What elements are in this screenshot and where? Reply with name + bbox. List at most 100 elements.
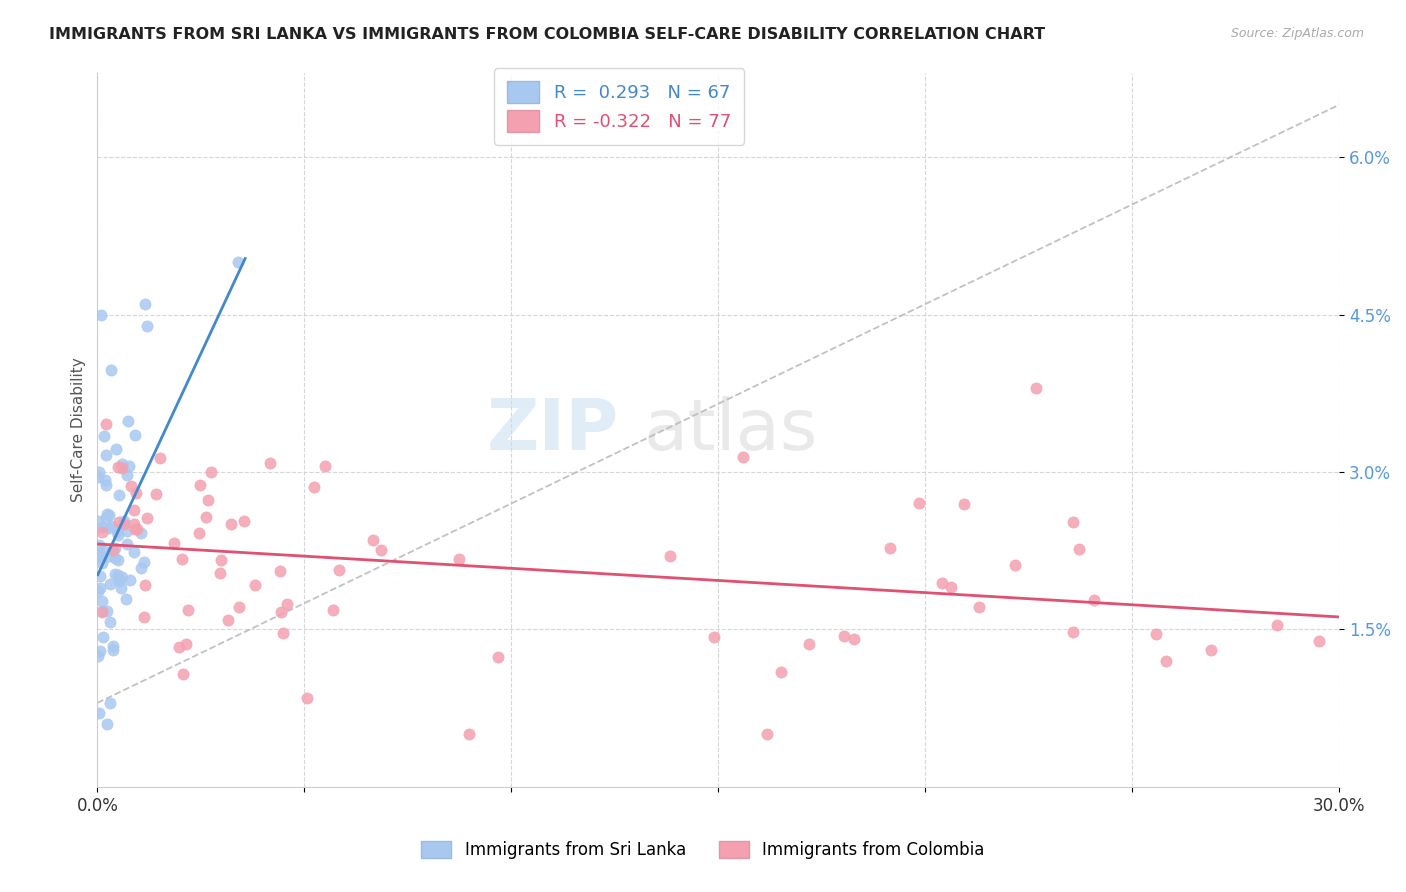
Point: [361, 533, 384, 548]
Point: [1144, 627, 1167, 641]
Legend: R =  0.293   N = 67, R = -0.322   N = 77: R = 0.293 N = 67, R = -0.322 N = 77: [495, 68, 744, 145]
Point: [115, 537, 138, 551]
Point: [108, 515, 131, 529]
Point: [967, 600, 990, 615]
Point: [87, 538, 110, 552]
Point: [96, 507, 118, 521]
Point: [132, 555, 155, 569]
Point: [1083, 593, 1105, 607]
Point: [457, 727, 479, 741]
Point: [219, 516, 242, 531]
Point: [111, 457, 134, 471]
Point: [449, 552, 471, 566]
Point: [931, 576, 953, 591]
Point: [132, 610, 155, 624]
Point: [328, 563, 350, 577]
Point: [89, 547, 111, 561]
Point: [124, 503, 146, 517]
Point: [908, 496, 931, 510]
Point: [879, 541, 901, 556]
Point: [98, 521, 121, 535]
Point: [297, 690, 319, 705]
Point: [107, 568, 129, 582]
Point: [100, 519, 122, 533]
Point: [101, 639, 124, 653]
Point: [797, 637, 820, 651]
Point: [111, 461, 134, 475]
Point: [1062, 515, 1084, 529]
Point: [163, 536, 186, 550]
Point: [149, 450, 172, 465]
Text: Source: ZipAtlas.com: Source: ZipAtlas.com: [1230, 27, 1364, 40]
Point: [110, 581, 132, 595]
Point: [134, 578, 156, 592]
Point: [94, 417, 117, 432]
Point: [89, 581, 111, 595]
Point: [103, 643, 125, 657]
Point: [100, 577, 122, 591]
Point: [172, 667, 194, 681]
Point: [101, 543, 124, 558]
Point: [1156, 654, 1178, 668]
Text: atlas: atlas: [644, 395, 818, 465]
Point: [90, 550, 112, 565]
Point: [87, 584, 110, 599]
Point: [94, 511, 117, 525]
Point: [89, 568, 111, 582]
Legend: Immigrants from Sri Lanka, Immigrants from Colombia: Immigrants from Sri Lanka, Immigrants fr…: [415, 834, 991, 866]
Point: [87, 465, 110, 479]
Point: [187, 525, 209, 540]
Point: [100, 363, 122, 377]
Point: [276, 597, 298, 611]
Point: [145, 487, 167, 501]
Point: [322, 602, 344, 616]
Point: [200, 465, 222, 479]
Point: [120, 479, 142, 493]
Point: [124, 522, 146, 536]
Point: [271, 626, 294, 640]
Point: [122, 545, 145, 559]
Point: [112, 516, 135, 531]
Y-axis label: Self-Care Disability: Self-Care Disability: [72, 358, 86, 502]
Point: [91, 525, 114, 540]
Point: [209, 553, 232, 567]
Point: [129, 561, 152, 575]
Point: [103, 551, 125, 566]
Point: [731, 450, 754, 464]
Point: [208, 566, 231, 581]
Point: [97, 508, 120, 523]
Point: [105, 524, 128, 539]
Point: [270, 605, 292, 619]
Point: [659, 549, 682, 564]
Point: [90, 605, 112, 619]
Point: [1308, 634, 1330, 648]
Point: [953, 497, 976, 511]
Point: [1004, 558, 1026, 572]
Point: [1062, 625, 1084, 640]
Point: [124, 428, 146, 442]
Point: [91, 543, 114, 558]
Point: [174, 637, 197, 651]
Point: [832, 629, 855, 643]
Point: [89, 706, 111, 721]
Point: [226, 255, 249, 269]
Point: [87, 648, 110, 663]
Point: [269, 564, 291, 578]
Point: [96, 478, 118, 492]
Point: [111, 570, 134, 584]
Point: [98, 549, 121, 563]
Point: [125, 523, 148, 537]
Point: [769, 665, 792, 679]
Point: [122, 517, 145, 532]
Point: [194, 510, 217, 524]
Text: IMMIGRANTS FROM SRI LANKA VS IMMIGRANTS FROM COLOMBIA SELF-CARE DISABILITY CORRE: IMMIGRANTS FROM SRI LANKA VS IMMIGRANTS …: [49, 27, 1045, 42]
Point: [703, 630, 725, 644]
Point: [87, 514, 110, 528]
Point: [90, 556, 112, 570]
Point: [107, 460, 129, 475]
Point: [370, 543, 392, 558]
Point: [217, 613, 239, 627]
Point: [314, 459, 336, 474]
Point: [125, 486, 148, 500]
Point: [177, 603, 200, 617]
